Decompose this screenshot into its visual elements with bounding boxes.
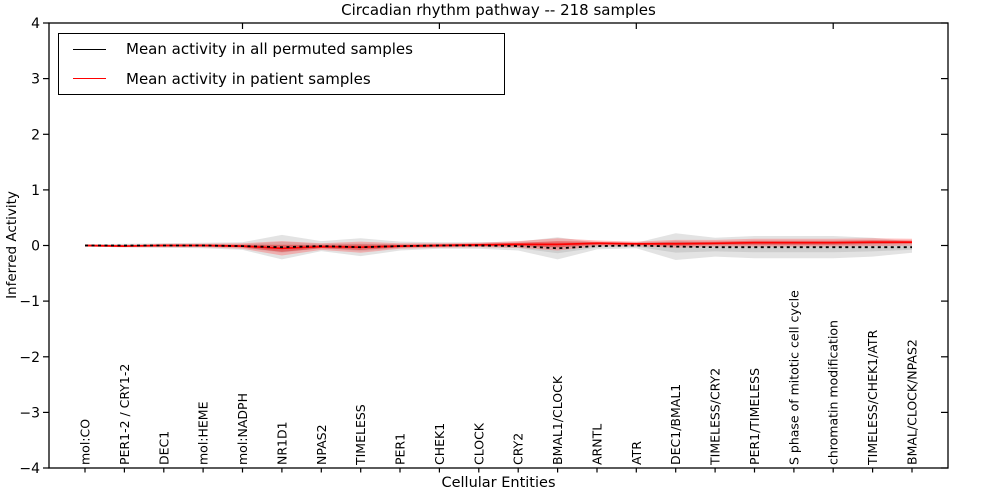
x-entity-label: mol:HEME: [196, 401, 211, 465]
x-entity-label: TIMELESS: [353, 404, 368, 466]
x-entity-label: ARNTL: [590, 424, 605, 465]
legend-item-permuted: Mean activity in all permuted samples: [59, 35, 504, 64]
x-entity-label: NR1D1: [274, 421, 289, 465]
x-entity-label: NPAS2: [314, 424, 329, 465]
permuted-mean-line: [85, 244, 912, 250]
x-entity-label: DEC1/BMAL1: [668, 384, 683, 465]
x-entity-label: TIMELESS/CRY2: [708, 368, 723, 466]
x-entity-label: PER1-2 / CRY1-2: [117, 364, 132, 465]
x-entity-label: TIMELESS/CHEK1/ATR: [865, 329, 880, 466]
x-entity-label: CLOCK: [471, 422, 486, 465]
legend-item-patient: Mean activity in patient samples: [59, 64, 504, 93]
x-entity-label: mol:NADPH: [235, 393, 250, 465]
x-entity-label: mol:CO: [78, 419, 93, 465]
x-entity-label: PER1/TIMELESS: [747, 368, 762, 465]
y-tick-label: 4: [31, 16, 40, 32]
y-tick-label: 0: [31, 239, 40, 255]
y-tick-label: 3: [31, 72, 40, 88]
x-entity-label: chromatin modification: [826, 320, 841, 465]
y-tick-label: −1: [19, 294, 40, 310]
y-tick-label: −3: [19, 405, 40, 421]
x-entity-label: CRY2: [511, 433, 526, 465]
x-entity-label: BMAL/CLOCK/NPAS2: [905, 339, 920, 465]
x-entity-label: S phase of mitotic cell cycle: [786, 290, 801, 465]
y-tick-label: −4: [19, 461, 40, 477]
y-tick-label: 1: [31, 183, 40, 199]
legend-line-permuted-icon: [73, 48, 106, 50]
y-tick-label: 2: [31, 127, 40, 143]
x-entity-label: CHEK1: [432, 423, 447, 465]
chart-title: Circadian rhythm pathway -- 218 samples: [341, 1, 656, 19]
x-entity-label: PER1: [393, 433, 408, 465]
legend: Mean activity in all permuted samples Me…: [58, 33, 505, 95]
x-entity-label: DEC1: [156, 431, 171, 465]
y-tick-label: −2: [19, 350, 40, 366]
x-entity-label: ATR: [629, 441, 644, 465]
x-axis-label: Cellular Entities: [441, 475, 556, 491]
x-entity-label: BMAL1/CLOCK: [550, 375, 565, 465]
legend-line-patient-icon: [73, 78, 106, 80]
legend-label-patient: Mean activity in patient samples: [126, 69, 371, 88]
legend-label-permuted: Mean activity in all permuted samples: [126, 40, 413, 59]
y-axis-label: Inferred Activity: [4, 191, 20, 299]
